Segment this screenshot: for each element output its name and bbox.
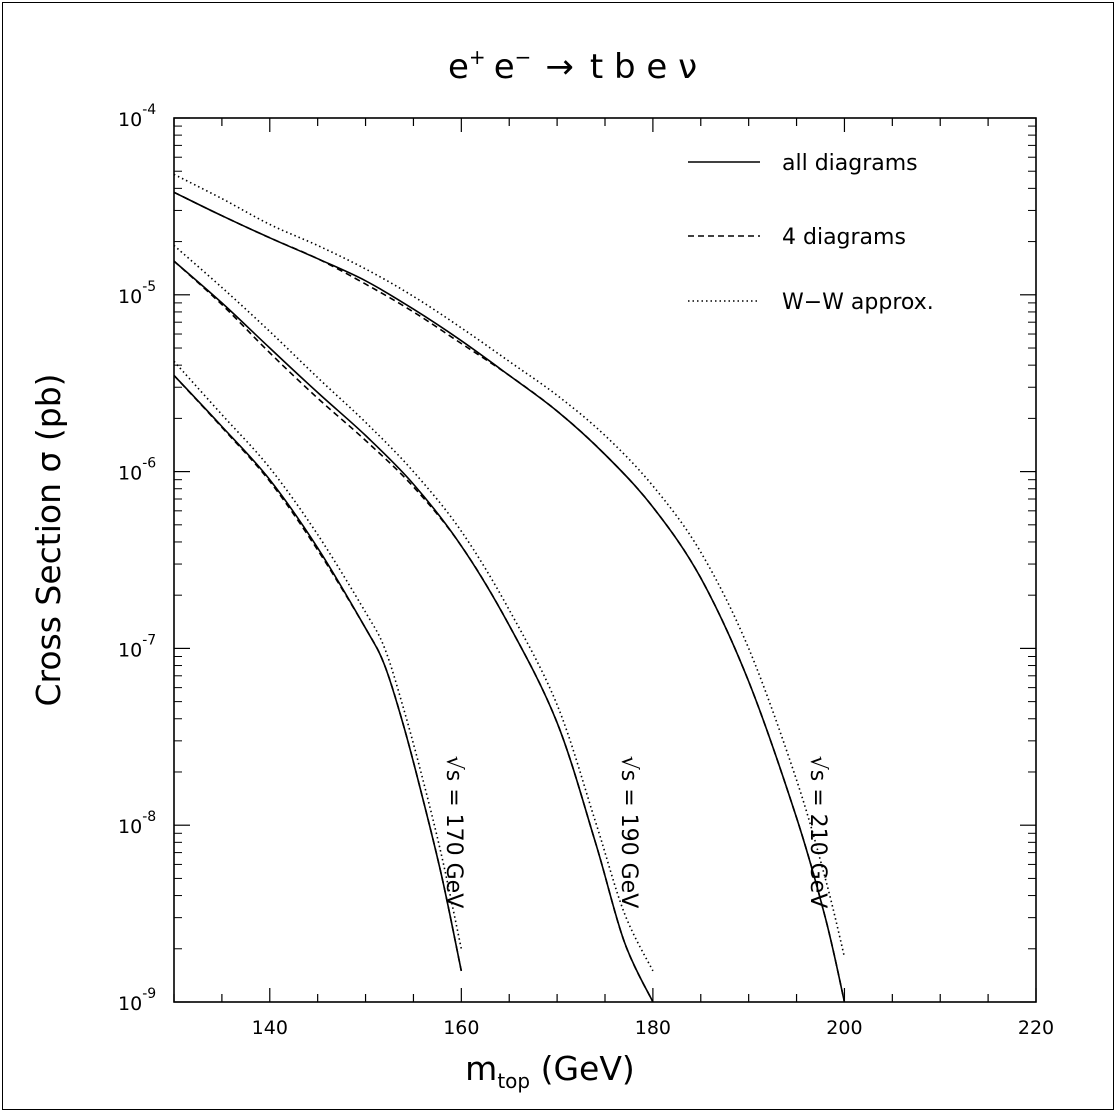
plot-area: [173, 117, 1037, 1003]
y-tick-label: 10-4: [118, 102, 156, 131]
title-e: e: [448, 47, 469, 87]
title-arrow: →: [545, 47, 574, 87]
title-rest: t b e ν: [590, 47, 697, 87]
plot-frame: [173, 117, 1037, 1003]
legend: all diagrams 4 diagrams W−W approx.: [688, 151, 934, 315]
x-tick-label: 220: [1018, 1017, 1054, 1039]
curve-all-diagrams-170gev: [173, 374, 463, 972]
x-tick-label: 180: [635, 1017, 671, 1039]
svg-text:e+e−→t b e ν: e+ e− → t b e ν: [448, 45, 697, 87]
curve-label-170gev: √s = 170 GeV: [441, 756, 466, 909]
chart-title: e+ e− → t b e ν: [448, 45, 697, 87]
curve-ww-approx-210gev: [173, 173, 846, 958]
x-tick-label: 140: [252, 1017, 288, 1039]
curve-label-210gev: √s = 210 GeV: [805, 756, 830, 909]
axis-ticks: 140 160 180 200 220 10-9 10-8 10-7 10-6 10-5 10-4: [118, 102, 1054, 1039]
curve-ww-approx-190gev: [173, 244, 654, 972]
x-label-unit: (GeV): [530, 1049, 635, 1088]
curve-label-190gev: √s = 190 GeV: [616, 756, 641, 909]
curve-ww-approx-170gev: [173, 360, 463, 949]
y-tick-label: 10-8: [118, 809, 156, 838]
curve-all-diagrams-210gev: [173, 191, 846, 1003]
y-axis-label: Cross Section σ (pb): [29, 373, 68, 706]
y-tick-label: 10-9: [118, 986, 156, 1015]
curve-4-diagrams-190gev: [173, 260, 654, 1003]
title-e2: e: [494, 47, 515, 87]
legend-label-ww-approx: W−W approx.: [782, 290, 934, 315]
x-tick-label: 200: [826, 1017, 862, 1039]
title-minus: −: [515, 45, 532, 69]
curve-all-diagrams-190gev: [173, 260, 654, 1003]
x-label-sub: top: [497, 1069, 530, 1093]
legend-label-4-diagrams: 4 diagrams: [782, 225, 906, 250]
y-tick-label: 10-6: [118, 456, 156, 485]
title-plus: +: [469, 45, 486, 69]
curve-labels: √s = 170 GeV √s = 190 GeV √s = 210 GeV: [441, 756, 830, 909]
curve-4-diagrams-170gev: [173, 374, 463, 972]
legend-label-all-diagrams: all diagrams: [782, 151, 918, 176]
x-label-m: m: [465, 1049, 497, 1088]
curves: [173, 173, 846, 1003]
curve-4-diagrams-210gev: [173, 191, 846, 1003]
y-tick-label: 10-7: [118, 632, 156, 661]
y-tick-label: 10-5: [118, 279, 156, 308]
x-axis-label: mtop (GeV): [465, 1049, 635, 1093]
x-tick-label: 160: [443, 1017, 479, 1039]
